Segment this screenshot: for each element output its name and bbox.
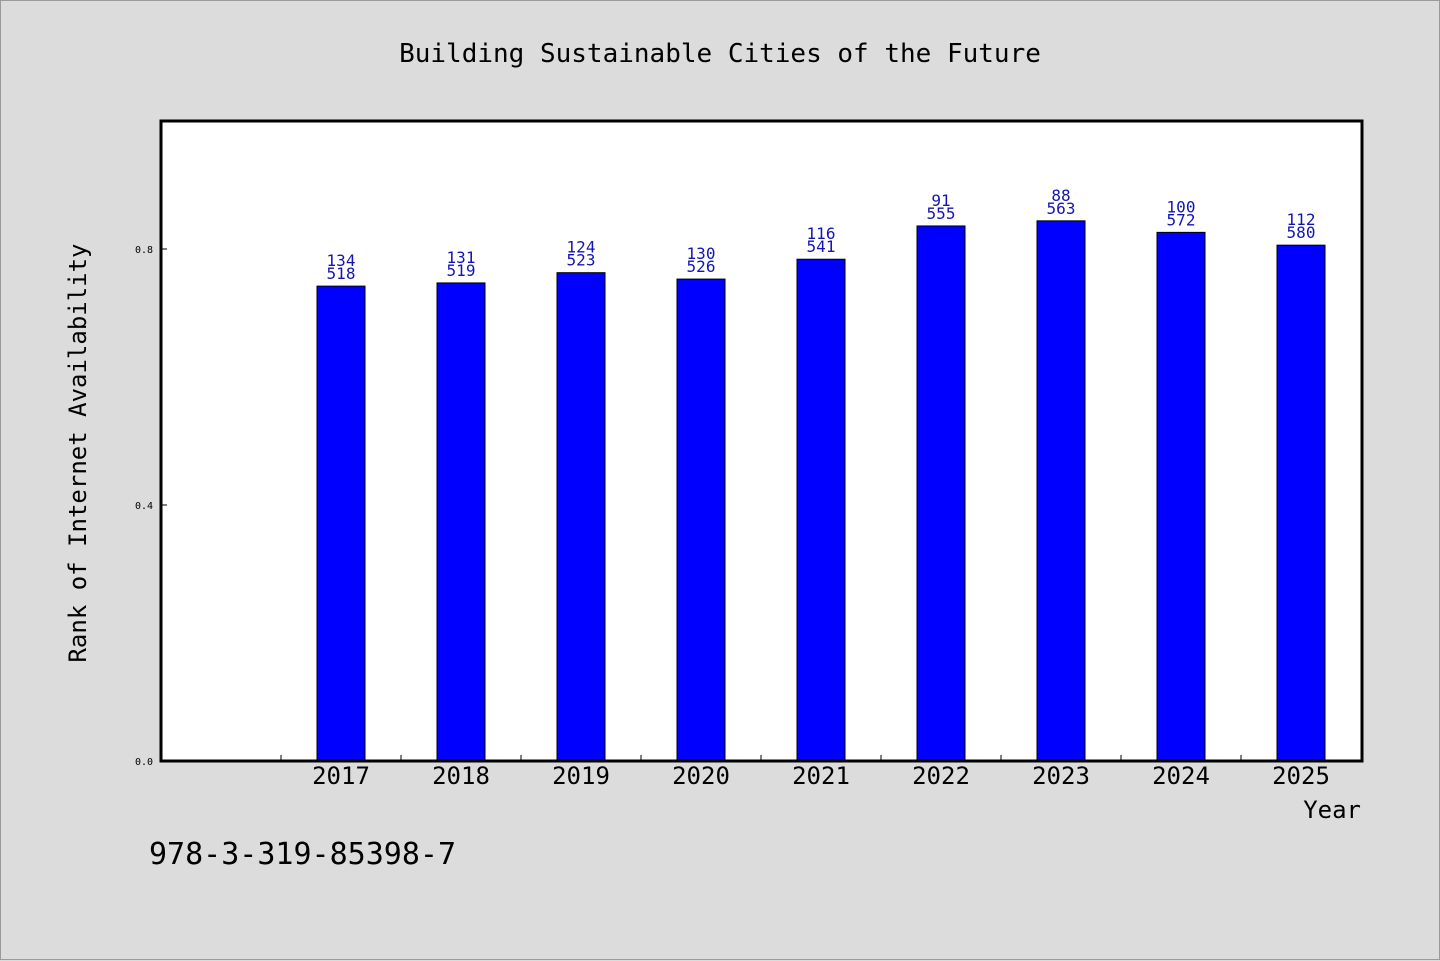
- x-tick-label-2020: 2020: [672, 762, 730, 790]
- data-label-top-2022: 91: [931, 191, 950, 210]
- bar-2023: [1036, 220, 1086, 762]
- x-tick-label-2019: 2019: [552, 762, 610, 790]
- data-label-bottom-2020: 526: [687, 257, 716, 276]
- y-tick-label-0.0: 0.0: [135, 757, 153, 768]
- data-label-top-2018: 131: [447, 248, 476, 267]
- data-label-bottom-2017: 518: [327, 264, 356, 283]
- isbn-text: 978-3-319-85398-7: [149, 837, 456, 872]
- ticks-layer: 2017 2018 2019 2020 2021 2022 2023 2024 2025 0.0 0…: [135, 245, 1362, 790]
- bar-2024: [1156, 231, 1206, 762]
- y-tick-label-0.8: 0.8: [135, 245, 153, 256]
- y-tick-label-0.4: 0.4: [135, 501, 153, 512]
- data-label-top-2017: 134: [327, 251, 356, 270]
- bar-2017: [316, 285, 366, 762]
- bar-2022: [916, 225, 966, 762]
- y-axis-label: Rank of Internet Availability: [64, 243, 92, 662]
- data-label-bottom-2018: 519: [447, 261, 476, 280]
- data-label-top-2024: 100: [1167, 197, 1196, 216]
- bar-2018: [436, 282, 486, 762]
- x-tick-label-2021: 2021: [792, 762, 850, 790]
- x-tick-label-2018: 2018: [432, 762, 490, 790]
- data-label-bottom-2024: 572: [1167, 210, 1196, 229]
- bar-2021: [796, 258, 846, 762]
- x-axis-label: Year: [1303, 796, 1361, 824]
- x-tick-label-2023: 2023: [1032, 762, 1090, 790]
- data-label-bottom-2022: 555: [927, 204, 956, 223]
- chart-title: Building Sustainable Cities of the Futur…: [399, 39, 1041, 69]
- data-label-bottom-2021: 541: [807, 237, 836, 256]
- data-label-top-2023: 88: [1051, 186, 1070, 205]
- bar-2025: [1276, 244, 1326, 762]
- bar-2020: [676, 278, 726, 762]
- x-tick-label-2024: 2024: [1152, 762, 1210, 790]
- x-tick-label-2017: 2017: [312, 762, 370, 790]
- x-tick-label-2025: 2025: [1272, 762, 1330, 790]
- data-label-bottom-2025: 580: [1287, 223, 1316, 242]
- data-label-bottom-2023: 563: [1047, 199, 1076, 218]
- data-label-top-2021: 116: [807, 224, 836, 243]
- data-label-bottom-2019: 523: [567, 251, 596, 270]
- data-label-top-2025: 112: [1287, 210, 1316, 229]
- data-label-top-2020: 130: [687, 244, 716, 263]
- bar-2019: [556, 272, 606, 762]
- plot-border: [159, 119, 1364, 763]
- data-label-top-2019: 124: [567, 238, 596, 257]
- x-tick-label-2022: 2022: [912, 762, 970, 790]
